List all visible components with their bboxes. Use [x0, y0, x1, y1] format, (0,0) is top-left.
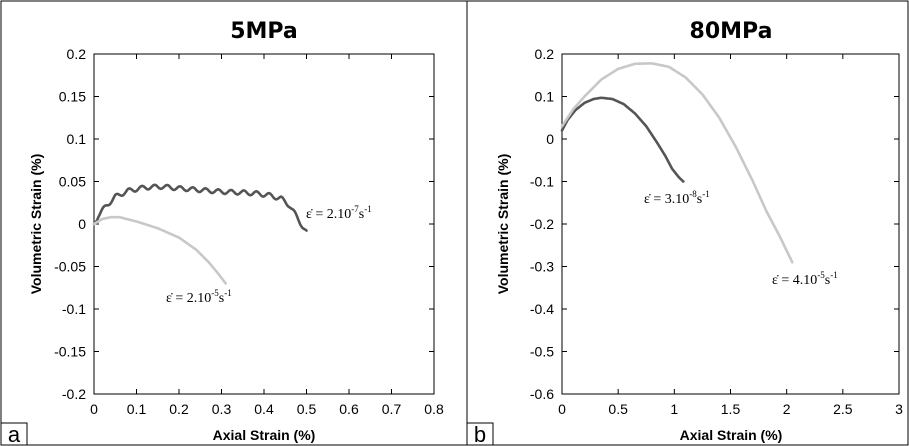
y-tick-label: 0.1	[535, 89, 555, 105]
y-tick-label: -0.15	[54, 344, 86, 360]
panel-a-ylabel: Volumetric Strain (%)	[28, 154, 44, 295]
x-tick-label: 0.8	[424, 401, 444, 417]
y-tick-label: -0.6	[530, 386, 554, 402]
panel-b-title: 80MPa	[690, 19, 773, 44]
x-tick-label: 0.7	[382, 401, 402, 417]
rate-annotation: ε̇ = 3.10-8s-1	[644, 189, 710, 207]
series-line-0-1	[92, 215, 228, 285]
panel-b-letter-box	[466, 422, 494, 446]
plot-frame-1	[561, 53, 900, 395]
y-tick-label: -0.5	[530, 344, 554, 360]
x-tick-label: 0.5	[297, 401, 317, 417]
rate-annotation: ε̇ = 2.10-5s-1	[166, 288, 232, 306]
series-line-1-1	[560, 62, 794, 264]
x-tick-label: 3	[895, 401, 903, 417]
y-tick-label: 0.2	[535, 46, 555, 62]
y-tick-label: -0.4	[530, 301, 554, 317]
panel-a-letter-box	[0, 422, 28, 446]
panel-a-xlabel: Axial Strain (%)	[213, 427, 316, 443]
panel-b-letter: b	[474, 422, 486, 446]
x-tick-label: 0.6	[339, 401, 359, 417]
x-tick-label: 2.5	[833, 401, 853, 417]
y-tick-label: 0.15	[59, 89, 86, 105]
x-tick-label: 1.5	[721, 401, 741, 417]
y-tick-label: 0.1	[67, 131, 87, 147]
series-line-0-0	[92, 183, 308, 232]
panel-b-border	[466, 0, 909, 446]
y-tick-label: -0.1	[530, 174, 554, 190]
y-tick-label: -0.2	[530, 216, 554, 232]
y-tick-label: 0	[78, 216, 86, 232]
rate-annotation: ε̇ = 4.10-5s-1	[772, 270, 838, 288]
panel-a-border	[0, 0, 468, 446]
x-tick-label: 0.2	[169, 401, 189, 417]
y-tick-label: 0.2	[67, 46, 87, 62]
x-tick-label: 0	[558, 401, 566, 417]
x-tick-label: 1	[670, 401, 678, 417]
panel-b-xlabel: Axial Strain (%)	[680, 427, 783, 443]
panel-a-title: 5MPa	[230, 19, 298, 44]
rate-annotation: ε̇ = 2.10-7s-1	[306, 204, 372, 222]
panel-a-letter: a	[8, 422, 21, 446]
panel-b-ylabel: Volumetric Strain (%)	[495, 154, 511, 295]
y-tick-label: -0.3	[530, 259, 554, 275]
y-tick-label: -0.2	[62, 386, 86, 402]
x-tick-label: 0	[90, 401, 98, 417]
x-tick-label: 0.5	[608, 401, 628, 417]
series-line-1-0	[560, 96, 685, 183]
y-tick-label: 0	[546, 131, 554, 147]
x-tick-label: 2	[783, 401, 791, 417]
y-tick-label: -0.1	[62, 301, 86, 317]
y-tick-label: -0.05	[54, 259, 86, 275]
y-tick-label: 0.05	[59, 174, 86, 190]
x-tick-label: 0.4	[254, 401, 274, 417]
x-tick-label: 0.3	[212, 401, 232, 417]
x-tick-label: 0.1	[127, 401, 147, 417]
